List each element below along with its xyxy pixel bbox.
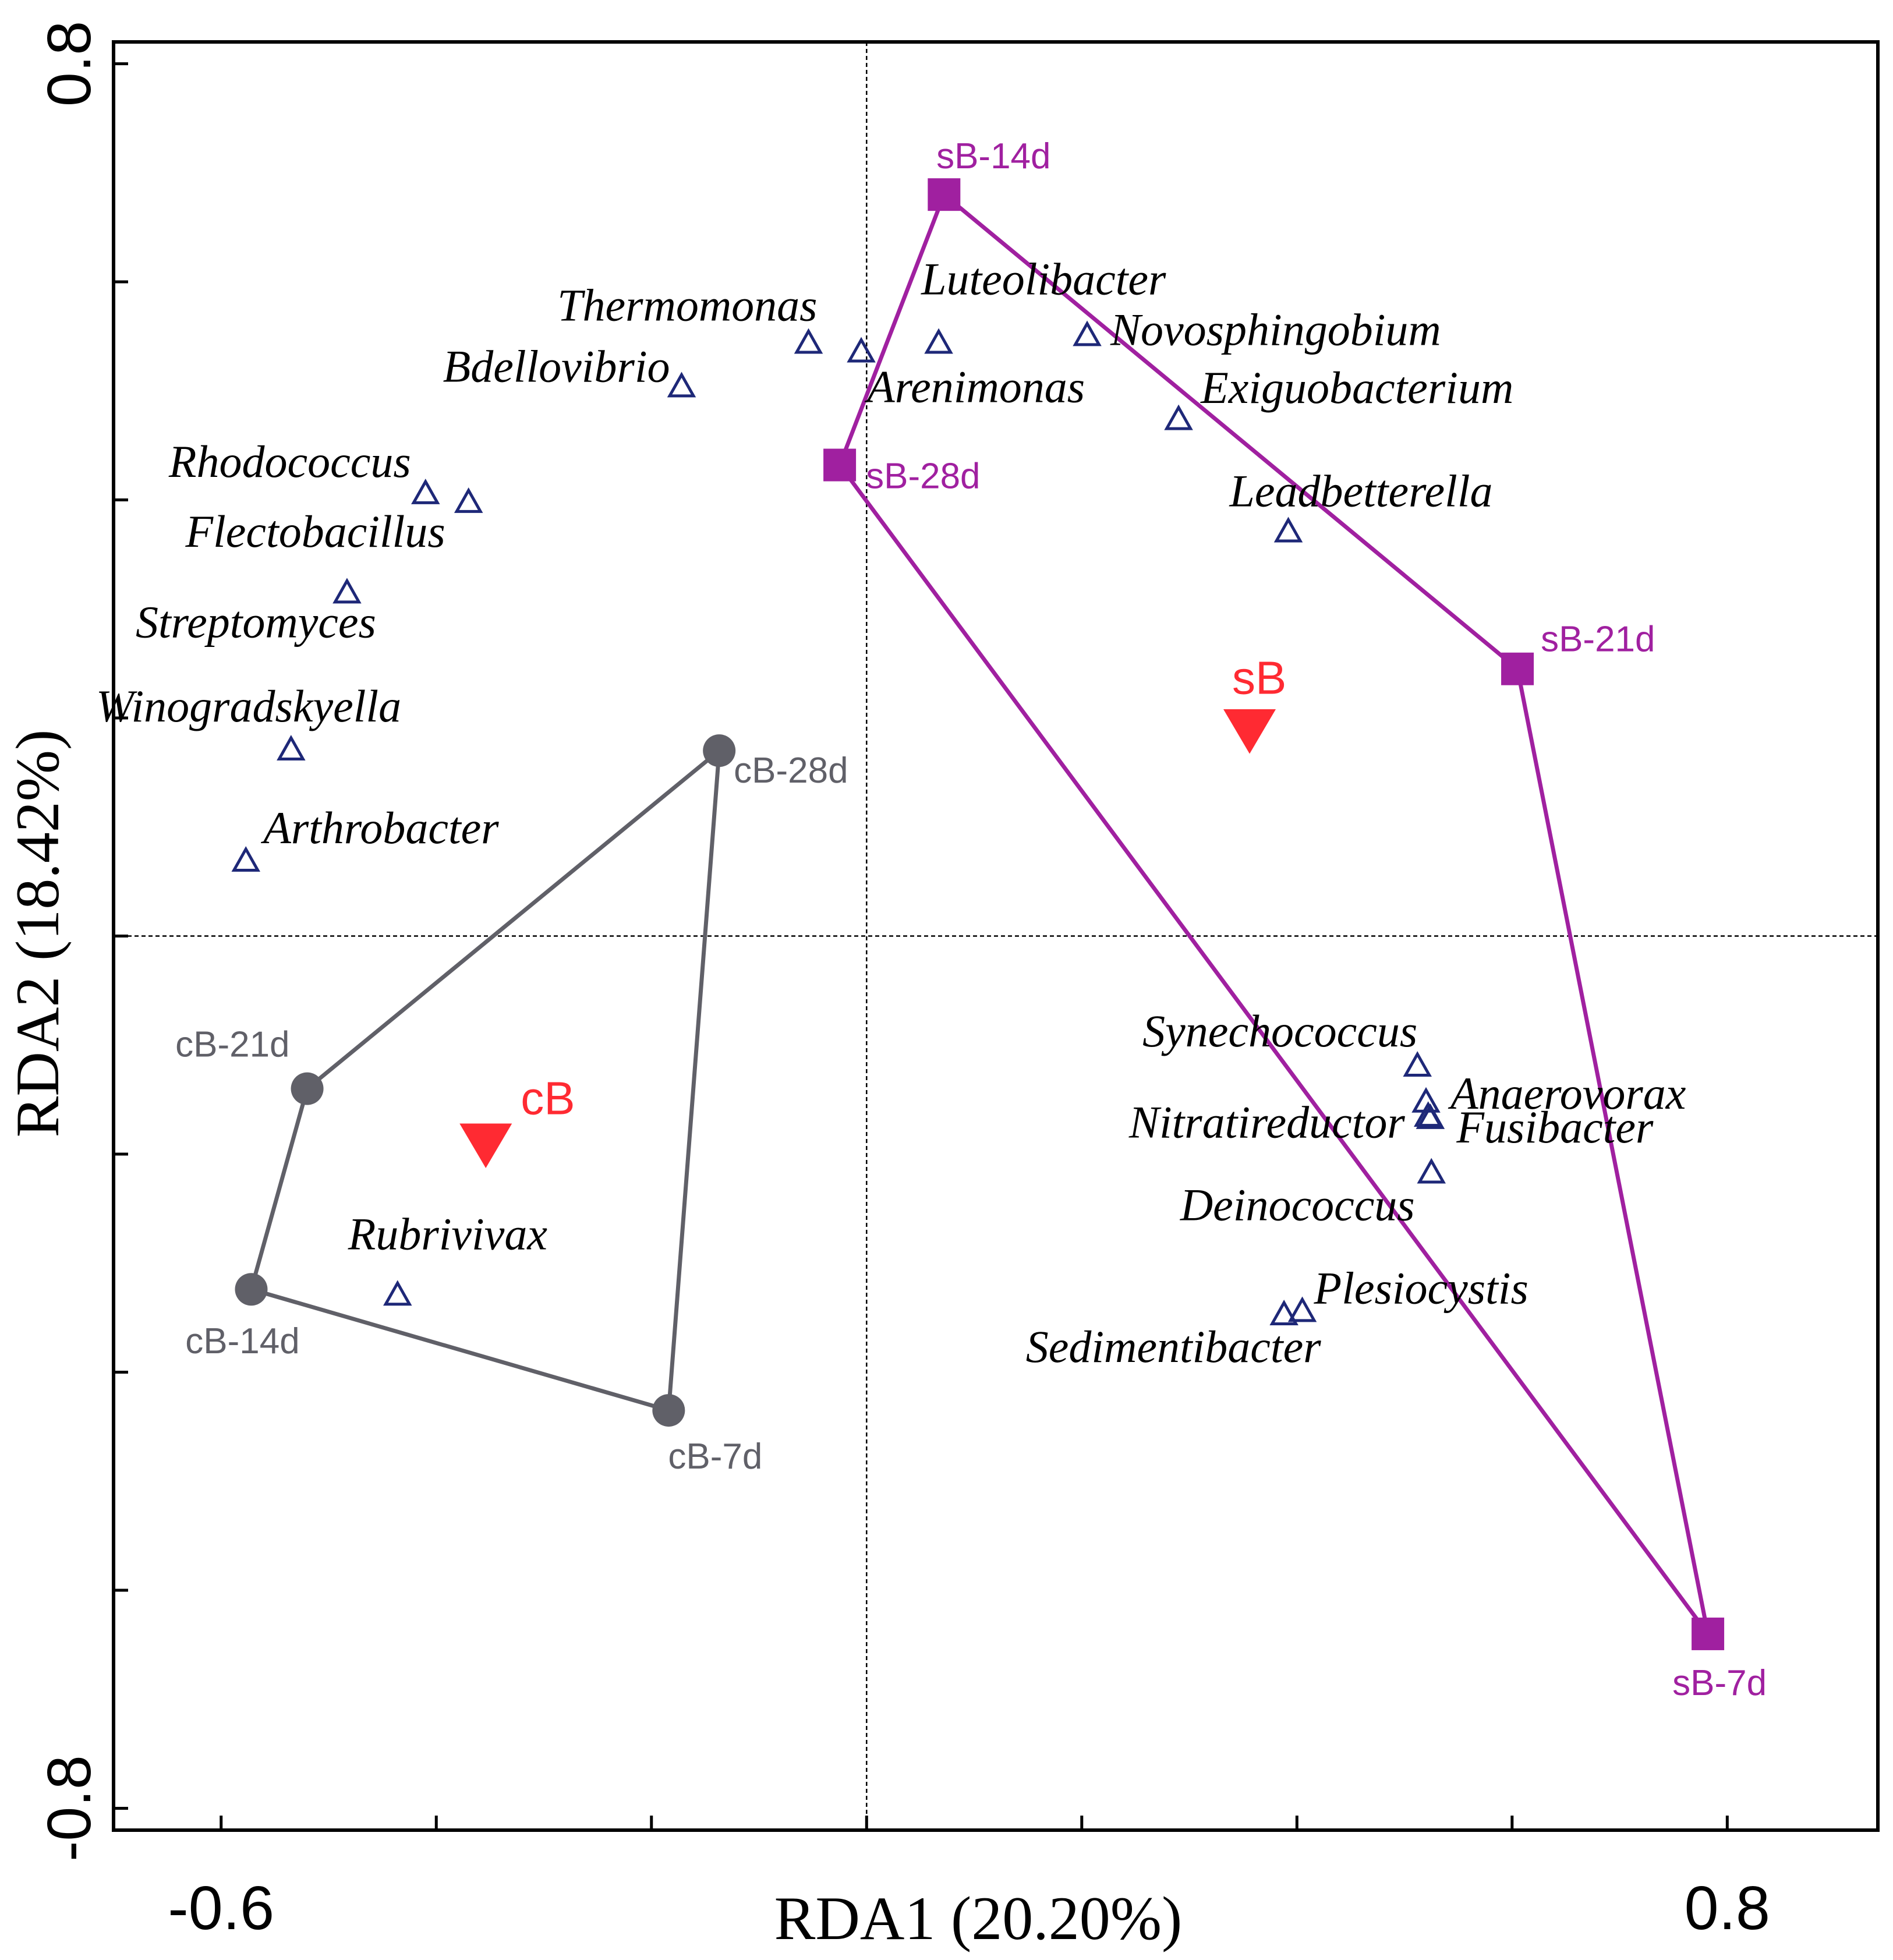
species-marker-thermomonas: [794, 328, 823, 354]
species-label-rubrivivax: Rubrivivax: [348, 1208, 548, 1259]
species-marker-winogradskyella: [277, 735, 306, 760]
species-label-arthrobacter: Arthrobacter: [260, 802, 499, 853]
species-label-streptomyces: Streptomyces: [136, 597, 376, 648]
x-tick-label-0-8: 0.8: [1685, 1874, 1770, 1943]
species-label-synechococcus: Synechococcus: [1142, 1006, 1417, 1056]
species-label-plesiocystis: Plesiocystis: [1314, 1263, 1528, 1314]
species-marker-leadbetterella: [1273, 516, 1303, 543]
sample-point-sb-28d: [823, 448, 857, 482]
sample-point-sb-7d: [1692, 1617, 1725, 1650]
species-marker-arenimonas: [847, 337, 876, 363]
sample-point-cb-21d: [291, 1072, 324, 1105]
species-label-winogradskyella: Winogradskyella: [96, 681, 401, 731]
species-marker-arthrobacter: [231, 846, 260, 872]
sample-label-cb-14d: cB-14d: [185, 1321, 299, 1361]
species-label-thermomonas: Thermomonas: [557, 280, 817, 331]
sample-point-cb-14d: [235, 1273, 268, 1306]
species-marker-sedimentibacter: [1269, 1300, 1298, 1325]
species-label-anaerovorax: Anaerovorax: [1448, 1068, 1686, 1119]
centroid-marker-sb: [1223, 709, 1276, 754]
species-label-deinococcus: Deinococcus: [1180, 1180, 1415, 1230]
species-marker-bdellovibrio: [667, 372, 696, 398]
sample-label-cb-7d: cB-7d: [668, 1437, 762, 1477]
sample-point-sb-14d: [928, 178, 961, 211]
species-label-sedimentibacter: Sedimentibacter: [1026, 1321, 1321, 1372]
x-axis-label: RDA1 (20.20%): [774, 1884, 1183, 1952]
sample-label-sb-21d: sB-21d: [1541, 620, 1655, 660]
species-marker-fusibacter: [1416, 1103, 1445, 1129]
species-marker-luteolibacter: [924, 328, 953, 354]
sample-point-sb-21d: [1501, 652, 1534, 685]
sample-label-cb-21d: cB-21d: [175, 1025, 289, 1065]
species-marker-rhodococcus: [411, 479, 440, 504]
sample-point-cb-7d: [652, 1394, 685, 1427]
species-marker-rubrivivax: [383, 1280, 412, 1306]
species-marker-deinococcus: [1417, 1158, 1446, 1184]
species-label-fusibacter: Fusibacter: [1456, 1102, 1654, 1152]
centroid-label-cb: cB: [521, 1072, 575, 1124]
species-marker-streptomyces: [332, 578, 362, 604]
species-label-exiguobacterium: Exiguobacterium: [1200, 362, 1513, 413]
y-tick-label-0-8: 0.8: [35, 21, 104, 107]
y-axis-label: RDA2 (18.42%): [3, 730, 72, 1138]
species-marker-plesiocystis: [1287, 1296, 1317, 1322]
species-label-flectobacillus: Flectobacillus: [185, 506, 445, 557]
sample-label-sb-28d: sB-28d: [866, 457, 980, 497]
species-label-bdellovibrio: Bdellovibrio: [443, 341, 670, 392]
sample-label-sb-7d: sB-7d: [1672, 1663, 1767, 1703]
species-label-luteolibacter: Luteolibacter: [921, 254, 1166, 305]
x-tick-label-0-6: -0.6: [168, 1874, 274, 1943]
species-marker-synechococcus: [1403, 1051, 1432, 1077]
sample-point-cb-28d: [703, 734, 736, 767]
species-label-rhodococcus: Rhodococcus: [168, 436, 411, 487]
sample-label-cb-28d: cB-28d: [734, 751, 848, 791]
species-label-nitratireductor: Nitratireductor: [1128, 1096, 1405, 1147]
species-marker-exiguobacterium: [1164, 404, 1193, 430]
y-tick-label-0-8: -0.8: [35, 1755, 104, 1862]
species-label-arenimonas: Arenimonas: [864, 362, 1085, 412]
centroid-marker-cb: [459, 1123, 512, 1169]
species-label-novosphingobium: Novosphingobium: [1110, 305, 1441, 355]
centroid-label-sb: sB: [1232, 652, 1286, 704]
species-marker-flectobacillus: [454, 487, 483, 513]
sample-label-sb-14d: sB-14d: [936, 136, 1050, 176]
species-label-leadbetterella: Leadbetterella: [1229, 466, 1493, 516]
species-marker-novosphingobium: [1073, 320, 1102, 346]
